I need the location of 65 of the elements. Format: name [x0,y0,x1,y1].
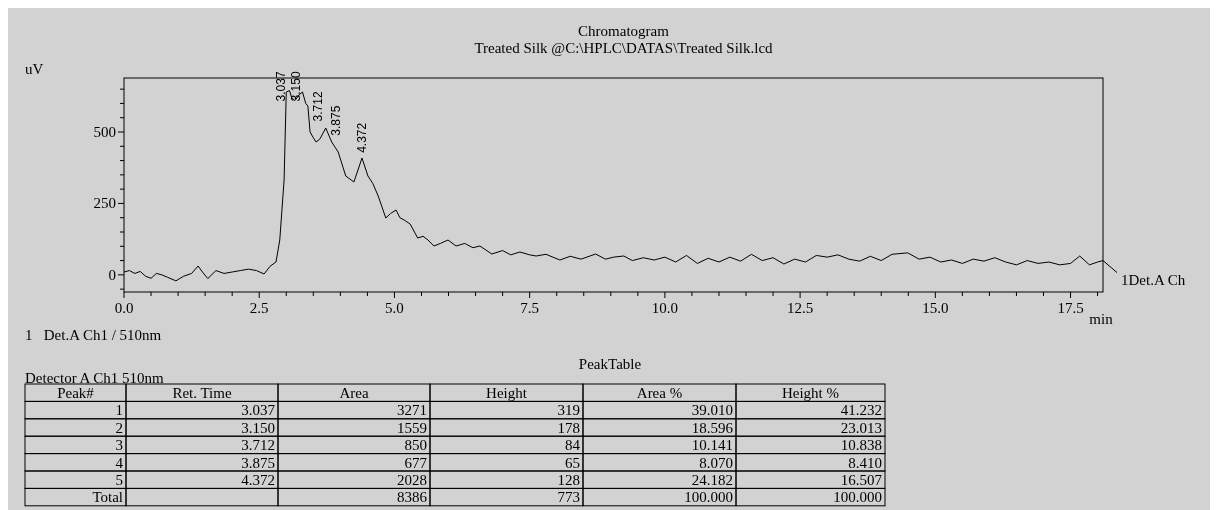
text: 3271 [397,402,427,419]
text: Area [339,385,369,401]
x-tick-label: 17.5 [1057,300,1084,316]
text: 8386 [397,489,428,506]
annotation: 3.037 [274,71,289,102]
text: 178 [557,419,580,436]
annotation: 3.875 [328,105,343,136]
text: Area % [636,385,683,401]
x-tick-label: 0.0 [114,300,134,316]
chart-title: Chromatogram [578,23,670,39]
text: 100.000 [833,489,882,506]
text: 4 [115,454,124,471]
text: 3.875 [241,454,275,471]
annotation: 3.712 [310,91,325,122]
text: 3.712 [241,437,275,454]
text: 24.182 [691,472,733,488]
text: 5 [115,472,123,488]
text: Total [92,489,123,506]
text: 100.000 [684,489,733,506]
text: 39.010 [691,402,733,419]
text: 3.037 [241,402,276,419]
text: 1 Det.A Ch1 / 510nm [25,327,162,343]
text: 41.232 [840,402,882,419]
text: 8.070 [699,454,733,471]
text: 1 [115,402,123,419]
text: 1559 [397,419,427,436]
text: 16.507 [840,472,883,488]
y-tick-label: 500 [93,124,116,140]
text: 3.150 [241,419,275,436]
legend-label: 1Det.A Ch [1121,271,1186,288]
x-tick-label: 2.5 [249,300,269,316]
text: 84 [565,437,581,454]
y-axis-title: uV [25,61,44,77]
text: 319 [557,402,580,419]
text: Peak# [57,385,95,401]
text: Height % [781,385,840,401]
text: Detector A Ch1 510nm [25,370,165,386]
text: 23.013 [840,419,882,436]
chart-subtitle: Treated Silk @C:\HPLC\DATAS\Treated Silk.lcd [474,40,774,56]
x-tick-label: 5.0 [385,300,404,316]
text: PeakTable [578,356,642,372]
text: 2 [115,419,123,436]
text: 4.372 [241,472,275,488]
text: 65 [565,454,580,471]
text: 3 [115,437,123,454]
text: Ret. Time [172,385,232,401]
annotation: 4.372 [355,122,370,153]
x-tick-label: 15.0 [922,300,949,316]
annotation: 3.150 [289,71,304,102]
text: 2028 [397,472,427,488]
y-tick-label: 0 [108,266,116,283]
text: Height [486,385,528,401]
y-tick-label: 250 [93,195,116,212]
x-tick-label: 12.5 [786,300,814,316]
x-tick-label: 10.0 [651,300,679,316]
text: 850 [404,437,427,454]
text: 128 [557,472,580,488]
text: 10.838 [840,437,882,454]
text: 773 [557,489,580,506]
text: 677 [404,454,428,471]
text: 18.596 [691,419,734,436]
x-axis-title: min [1089,311,1114,327]
text: 10.141 [691,437,733,454]
x-tick-label: 7.5 [520,300,540,316]
text: 8.410 [848,454,882,471]
